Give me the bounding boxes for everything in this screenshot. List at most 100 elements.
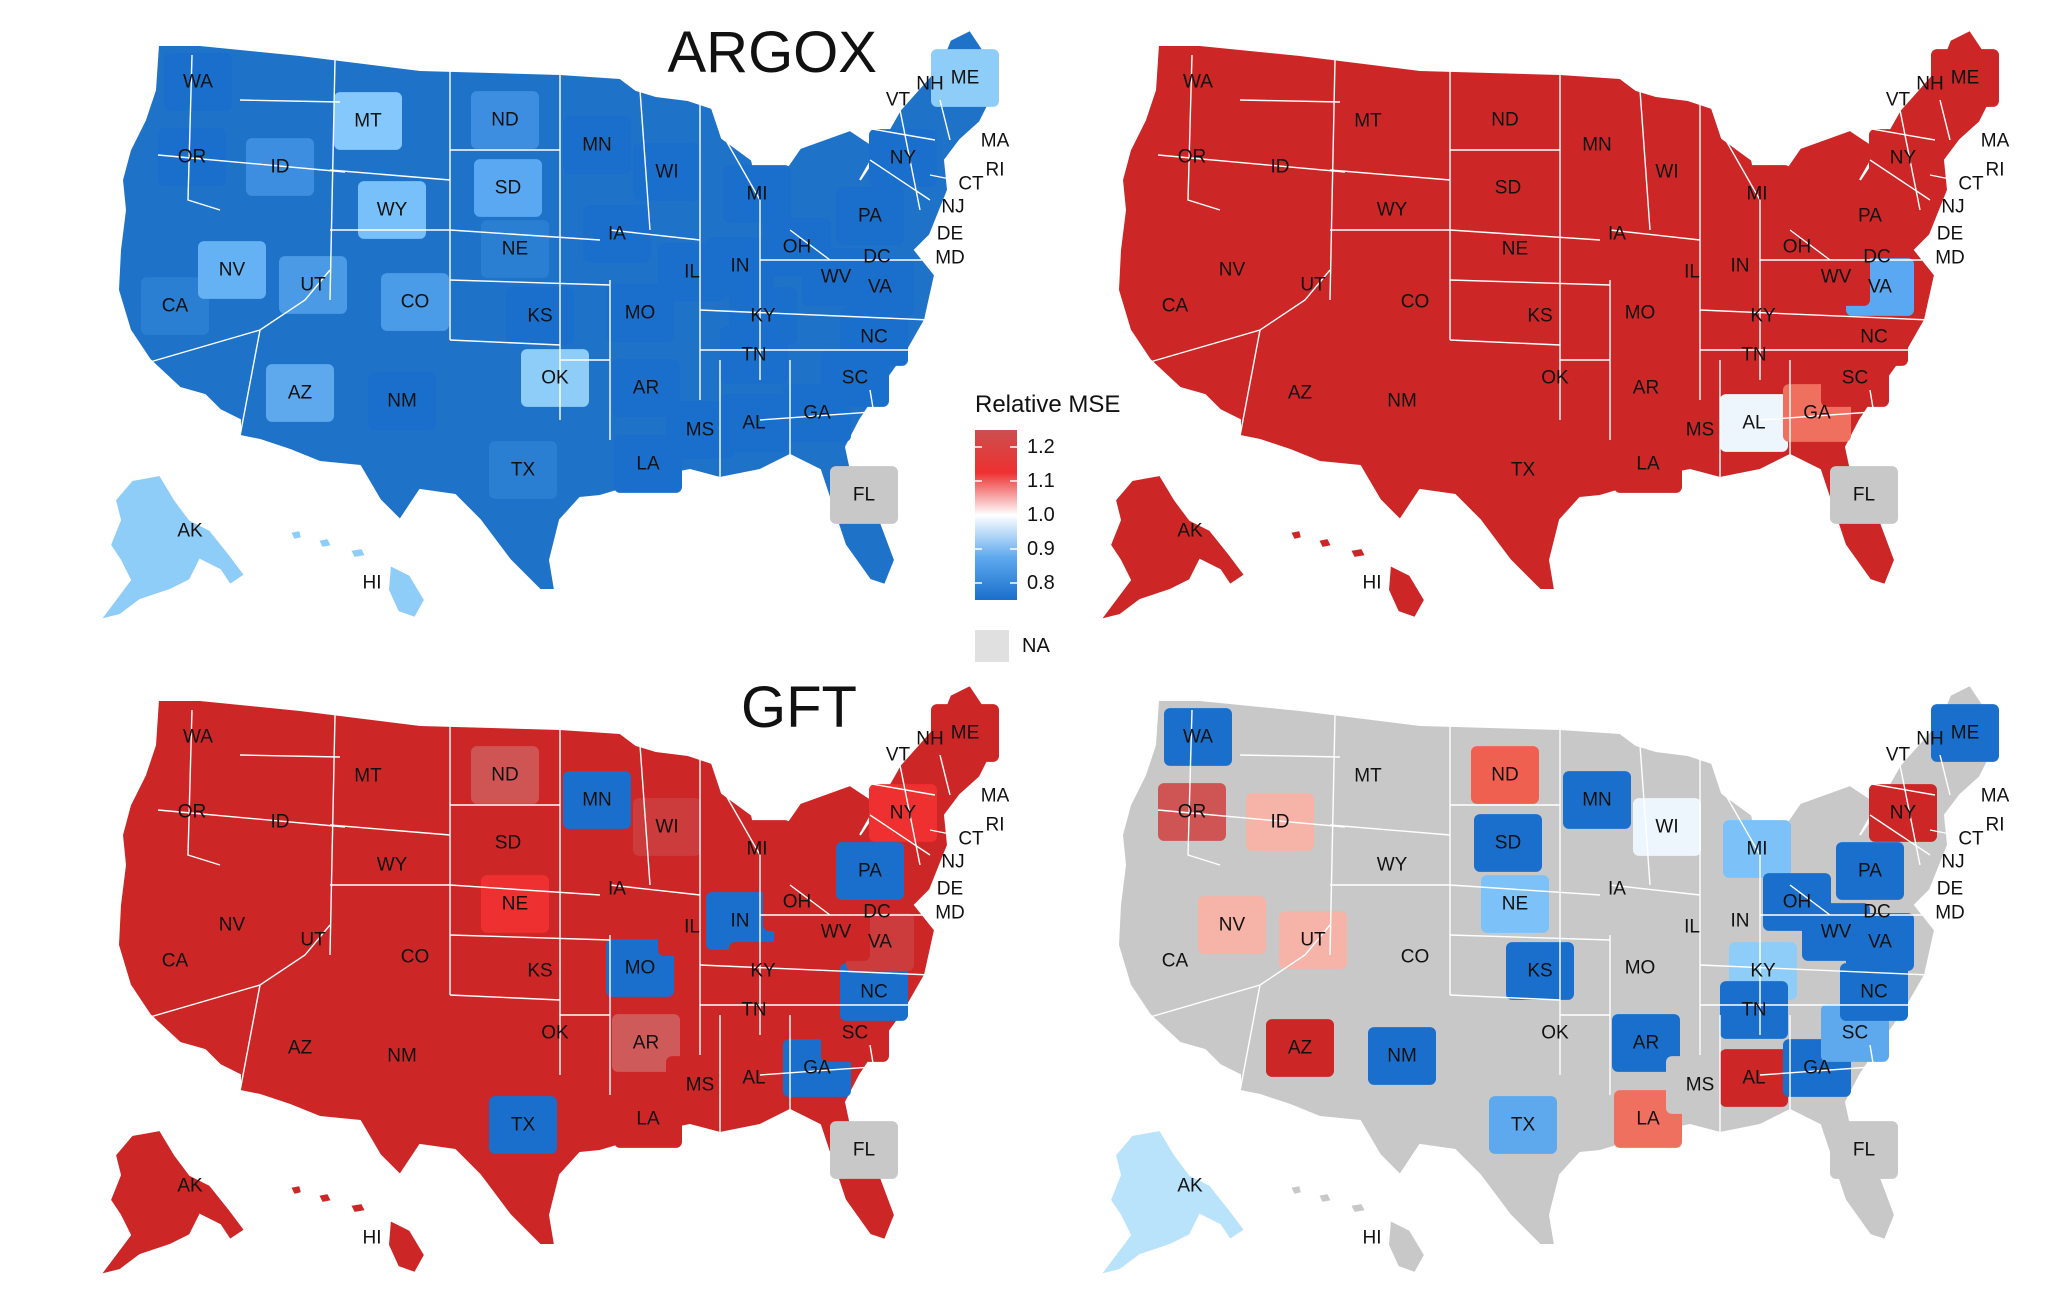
panel-title: GFT <box>741 675 857 740</box>
state-label-pa: PA <box>1858 861 1882 882</box>
state-label-az: AZ <box>288 383 313 404</box>
state-label-ri: RI <box>986 815 1005 836</box>
state-label-nd: ND <box>1491 765 1518 786</box>
state-fill-nd <box>471 91 539 149</box>
state-label-in: IN <box>1731 911 1750 932</box>
state-label-sc: SC <box>1842 368 1868 389</box>
state-border <box>1329 59 1336 301</box>
state-border <box>1449 884 1601 896</box>
state-label-wy: WY <box>377 855 408 876</box>
state-label-ca: CA <box>162 296 189 317</box>
state-label-md: MD <box>935 248 965 269</box>
state-label-ne: NE <box>502 239 528 260</box>
state-fill-id <box>246 793 314 851</box>
state-label-nd: ND <box>491 765 518 786</box>
state-label-ky: KY <box>750 961 776 982</box>
state-border <box>899 764 921 866</box>
state-fill-me <box>1931 49 1999 107</box>
state-label-nj: NJ <box>941 852 964 873</box>
state-border <box>1239 99 1341 103</box>
state-label-ne: NE <box>1502 894 1528 915</box>
state-label-az: AZ <box>1288 383 1313 404</box>
state-label-ia: IA <box>1608 879 1626 900</box>
state-label-dc: DC <box>863 247 890 268</box>
state-label-or: OR <box>1178 802 1207 823</box>
state-fill-or <box>1158 128 1226 186</box>
hawaii-shape <box>288 1183 427 1275</box>
state-label-fl: FL <box>853 1140 875 1161</box>
state-label-wa: WA <box>1183 727 1213 748</box>
state-fill-wv <box>1802 903 1870 961</box>
state-fill-wa <box>1164 53 1232 111</box>
state-border <box>1869 389 1881 451</box>
state-label-al: AL <box>742 413 765 434</box>
state-label-hi: HI <box>1363 573 1382 594</box>
state-border <box>1149 269 1331 363</box>
state-label-ri: RI <box>1986 160 2005 181</box>
state-label-nc: NC <box>860 327 887 348</box>
state-label-wv: WV <box>1821 267 1852 288</box>
state-label-md: MD <box>935 903 965 924</box>
state-label-ga: GA <box>803 1058 831 1079</box>
state-fill-nm <box>368 1027 436 1085</box>
state-label-nj: NJ <box>1941 852 1964 873</box>
state-label-co: CO <box>401 292 430 313</box>
state-fill-pa <box>836 187 904 245</box>
state-label-pa: PA <box>1858 206 1882 227</box>
state-label-vt: VT <box>886 745 911 766</box>
state-label-fl: FL <box>1853 485 1875 506</box>
state-label-de: DE <box>1937 879 1963 900</box>
state-label-mi: MI <box>746 839 767 860</box>
state-label-sc: SC <box>842 368 868 389</box>
state-label-wa: WA <box>183 727 213 748</box>
state-fill-ca <box>141 932 209 990</box>
state-fill-in <box>1706 237 1774 295</box>
state-fill-pa <box>836 842 904 900</box>
state-label-ca: CA <box>162 951 189 972</box>
state-label-sd: SD <box>1495 178 1521 199</box>
state-label-md: MD <box>1935 248 1965 269</box>
state-fill-ia <box>1583 205 1651 263</box>
state-label-id: ID <box>271 157 290 178</box>
state-label-dc: DC <box>1863 247 1890 268</box>
state-label-ny: NY <box>890 803 917 824</box>
state-fill-ok <box>1521 1004 1589 1062</box>
state-fill-ks <box>506 942 574 1000</box>
state-fill-mo <box>1606 939 1674 997</box>
alaska-shape <box>97 1128 247 1277</box>
state-label-ar: AR <box>1633 378 1659 399</box>
state-fill-ok <box>1521 349 1589 407</box>
state-fill-sd <box>1474 814 1542 872</box>
state-fill-id <box>1246 138 1314 196</box>
state-label-wy: WY <box>1377 200 1408 221</box>
state-label-sc: SC <box>1842 1023 1868 1044</box>
state-fill-la <box>614 1090 682 1148</box>
state-label-oh: OH <box>1783 892 1812 913</box>
state-fill-mo <box>606 284 674 342</box>
state-fill-ny <box>1869 129 1937 187</box>
state-fill-id <box>246 138 314 196</box>
state-label-dc: DC <box>863 902 890 923</box>
state-fill-nd <box>1471 746 1539 804</box>
state-border <box>919 239 946 246</box>
state-border <box>789 229 831 261</box>
state-label-al: AL <box>1742 413 1765 434</box>
state-label-id: ID <box>1271 812 1290 833</box>
map-panel-3: WA OR CA ID NV MT WY UT AZ CO NM ND SD NE KS OK TX MN IA MO… <box>97 675 1010 1277</box>
state-label-ny: NY <box>1890 148 1917 169</box>
state-border <box>1929 174 1956 181</box>
state-fill-or <box>158 128 226 186</box>
state-border <box>239 329 261 437</box>
state-fill-fl <box>1830 466 1898 524</box>
state-label-la: LA <box>1636 454 1660 475</box>
state-fill-in <box>706 892 774 950</box>
state-border <box>1187 54 1221 211</box>
state-fill-wy <box>358 181 426 239</box>
state-fill-or <box>158 783 226 841</box>
state-fill-tx <box>1489 1096 1557 1154</box>
state-fill-mo <box>1606 284 1674 342</box>
state-label-nh: NH <box>916 74 943 95</box>
state-label-ri: RI <box>986 160 1005 181</box>
state-label-mn: MN <box>1582 135 1612 156</box>
state-fill-ca <box>141 277 209 335</box>
